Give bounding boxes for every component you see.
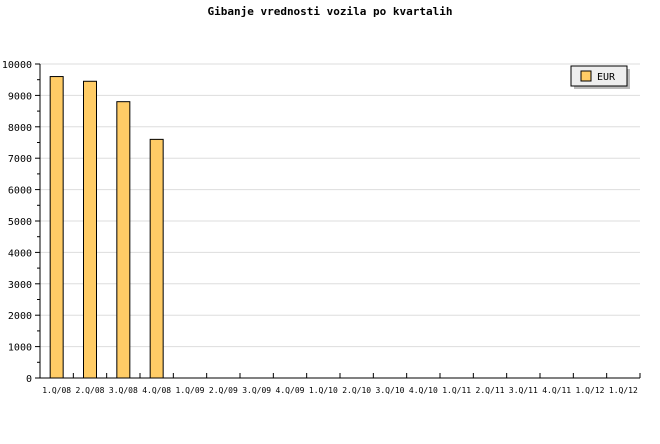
y-tick-label: 2000 [8,311,32,322]
x-tick-label: 4.Q/11 [542,386,571,395]
x-tick-label: 2.Q/10 [342,386,371,395]
x-tick-label: 1.Q/12 [576,386,605,395]
x-tick-label: 1.Q/10 [309,386,338,395]
y-tick-label: 1000 [8,343,32,354]
bar-3.Q/08 [116,101,131,379]
x-tick-label: 1.Q/11 [442,386,471,395]
x-tick-label: 4.Q/09 [276,386,305,395]
bar-1.Q/08 [49,76,64,379]
x-tick-label: 3.Q/10 [376,386,405,395]
x-tick-label: 3.Q/09 [242,386,271,395]
chart-title: Gibanje vrednosti vozila po kvartalih [207,5,452,18]
x-tick-label: 2.Q/09 [209,386,238,395]
bar-2.Q/08 [83,80,97,379]
x-tick-label: 2.Q/11 [476,386,505,395]
x-tick-label: 1.Q/12 [609,386,638,395]
legend: EUR [570,65,630,89]
legend-swatch-eur [580,70,592,82]
x-tick-label: 1.Q/09 [176,386,205,395]
y-tick-label: 10000 [2,60,32,71]
y-tick-label: 5000 [8,217,32,228]
x-tick-label: 3.Q/11 [509,386,538,395]
bar-4.Q/08 [149,138,164,379]
y-tick-label: 7000 [8,154,32,165]
y-tick-label: 8000 [8,123,32,134]
y-tick-label: 0 [26,374,32,385]
y-tick-label: 6000 [8,186,32,197]
x-tick-label: 1.Q/08 [42,386,71,395]
legend-label-eur: EUR [597,72,616,83]
y-tick-label: 3000 [8,280,32,291]
x-tick-label: 4.Q/08 [142,386,171,395]
x-tick-label: 4.Q/10 [409,386,438,395]
x-tick-label: 2.Q/08 [76,386,105,395]
y-tick-label: 4000 [8,248,32,259]
y-tick-label: 9000 [8,91,32,102]
x-tick-label: 3.Q/08 [109,386,138,395]
